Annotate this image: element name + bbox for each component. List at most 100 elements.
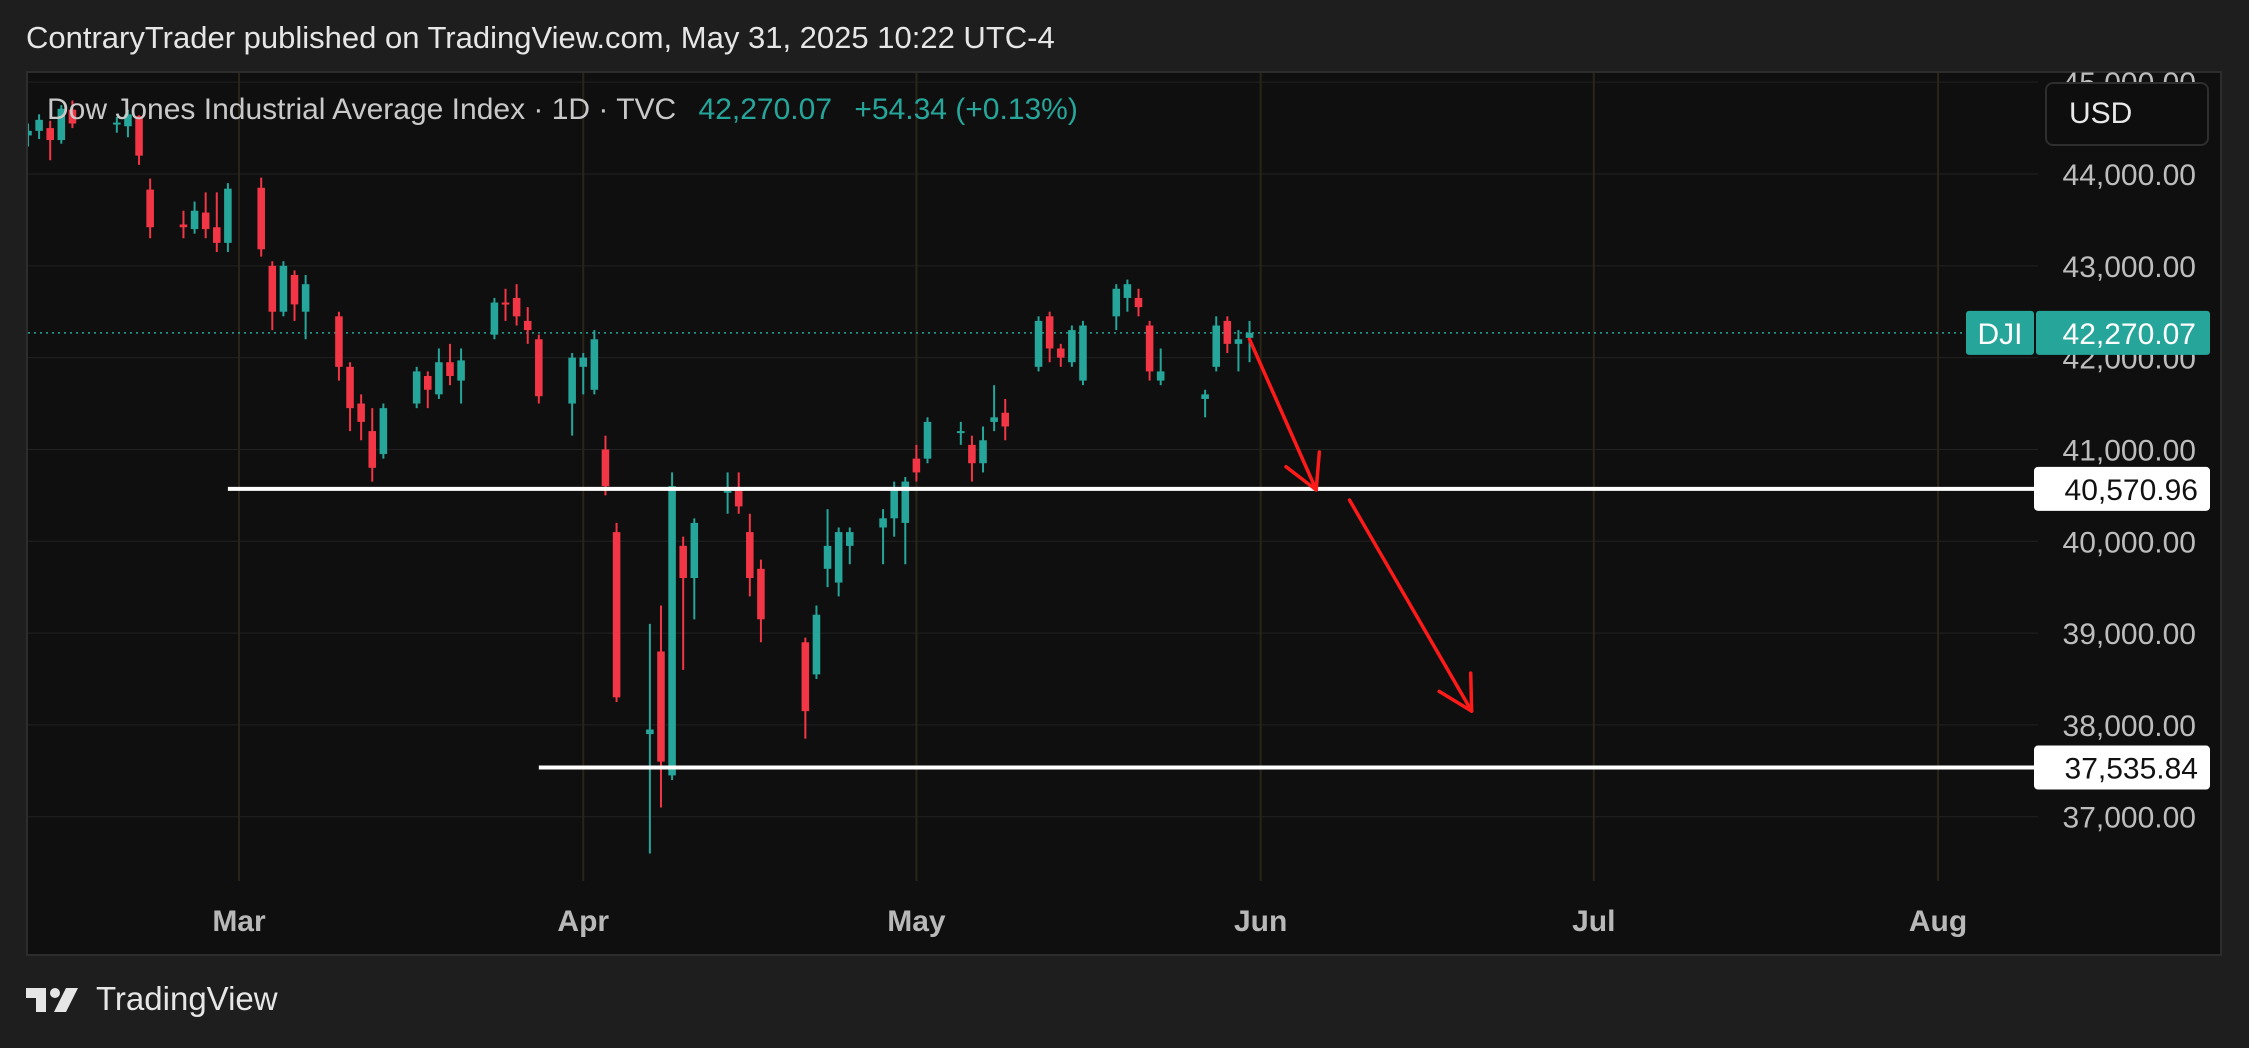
candle (512, 284, 521, 326)
y-tick-label: 37,000.00 (2063, 802, 2196, 835)
candle (1212, 316, 1221, 372)
chart-grid (28, 73, 2038, 881)
tradingview-brand[interactable]: TradingView (26, 980, 278, 1018)
trend-arrow[interactable] (1247, 337, 1322, 492)
candle (290, 270, 299, 321)
candle-body (601, 449, 610, 487)
candle-body (512, 297, 521, 317)
candle-body (845, 532, 854, 546)
candle-body (1145, 325, 1154, 372)
time-axis[interactable]: Mar Apr May Jun Jul Aug (212, 905, 1967, 938)
candle-body (968, 444, 976, 464)
candle (535, 334, 543, 404)
candle-body (379, 408, 388, 455)
candle-body (890, 490, 898, 519)
x-tick-label: Apr (557, 905, 609, 938)
candle (35, 114, 43, 140)
candle-body (1201, 394, 1209, 399)
price-change-value: +54.34 (+0.13%) (854, 93, 1078, 126)
candle-body (879, 518, 887, 528)
chart-legend: Dow Jones Industrial Average Index · 1D … (47, 93, 1078, 127)
candle-body (1079, 325, 1087, 381)
candle-body (923, 421, 932, 459)
trend-arrow[interactable] (1347, 498, 1474, 713)
candle (146, 178, 154, 239)
y-tick-label: 39,000.00 (2063, 618, 2196, 651)
candle-body (179, 224, 188, 228)
candle (346, 362, 354, 432)
candle-body (535, 339, 543, 397)
candle (1034, 316, 1043, 372)
candle-body (1045, 316, 1054, 349)
candle (1079, 320, 1087, 386)
candle-body (368, 431, 377, 468)
support-levels[interactable] (227, 486, 2034, 770)
symbol-title: Dow Jones Industrial Average Index · 1D … (47, 93, 677, 126)
candle (923, 417, 932, 464)
x-tick-label: Jul (1572, 905, 1615, 938)
candle (757, 559, 765, 643)
candle-body (357, 403, 365, 422)
price-labels: DJI 42,270.07 40,570.96 37,535.84 (1966, 310, 2210, 790)
candle (590, 330, 599, 395)
candle (1001, 398, 1010, 441)
candle (435, 348, 443, 399)
candle (657, 605, 665, 808)
candle (812, 605, 821, 679)
candle (523, 307, 532, 344)
tradingview-logo-icon (26, 988, 78, 1012)
candle-body (690, 522, 699, 578)
candle-body (301, 284, 310, 312)
currency-selector[interactable]: USD (2045, 82, 2209, 146)
candle (224, 183, 232, 253)
candle-body (912, 458, 921, 473)
candle (268, 261, 277, 331)
candle-body (124, 114, 132, 127)
candle-body (146, 189, 154, 228)
candle (68, 100, 77, 129)
trend-arrows[interactable] (1247, 337, 1474, 713)
candle-body (990, 417, 998, 422)
candle-body (268, 265, 277, 312)
candle-body (1223, 320, 1232, 344)
candle-body (290, 275, 299, 305)
published-caption: ContraryTrader published on TradingView.… (26, 20, 1055, 55)
chart-frame (26, 71, 2222, 956)
candle-body (113, 122, 121, 125)
candle-body (568, 357, 576, 404)
candle-body (757, 568, 765, 620)
last-price-label: 42,270.07 (2063, 318, 2196, 351)
y-tick-label: 43,000.00 (2063, 251, 2196, 284)
level-price-label: 40,570.96 (2034, 466, 2210, 511)
candle (912, 444, 921, 482)
candle (1234, 330, 1243, 372)
x-tick-label: Mar (212, 905, 266, 938)
candle-body (1068, 330, 1076, 363)
candle-body (68, 109, 77, 124)
candle-body (412, 371, 421, 404)
candle (1156, 348, 1165, 386)
candle (968, 435, 976, 482)
candle (1045, 311, 1054, 363)
level-price-text: 37,535.84 (2065, 753, 2198, 786)
candle-body (668, 486, 676, 776)
candle (28, 123, 32, 147)
y-tick-label: 40,000.00 (2063, 526, 2196, 559)
candle-body (224, 188, 232, 243)
candle-body (590, 339, 599, 390)
candle-body (1156, 371, 1165, 381)
candle-body (57, 108, 66, 141)
candle (424, 371, 432, 409)
candle-body (746, 532, 754, 578)
price-axis[interactable]: 45,000.0044,000.0043,000.0042,000.0041,0… (2063, 67, 2196, 835)
candle-body (1001, 412, 1010, 427)
candle-body (612, 532, 621, 698)
candle-body (346, 366, 354, 409)
candle (723, 472, 732, 514)
candle-body (734, 490, 743, 507)
candle (135, 115, 143, 165)
candle (823, 509, 832, 588)
candle (113, 117, 121, 133)
candle-body (723, 490, 732, 493)
